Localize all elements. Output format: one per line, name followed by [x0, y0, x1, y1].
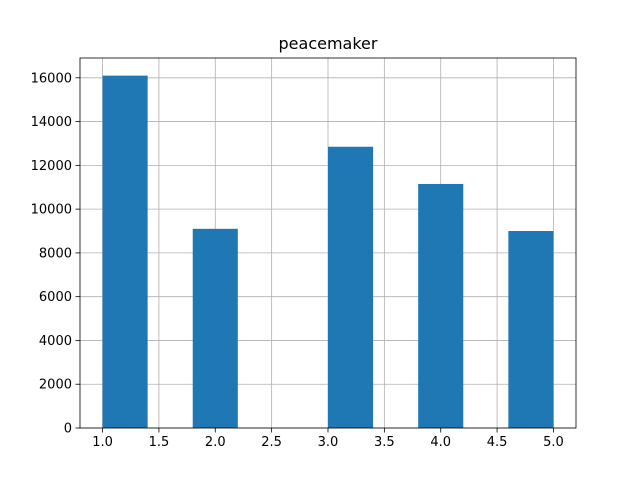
x-tick-label-8: 5.0 — [543, 435, 564, 450]
x-tick-label-5: 3.5 — [374, 435, 395, 450]
x-tick-label-3: 2.5 — [261, 435, 282, 450]
y-tick-label-8: 16000 — [31, 71, 72, 86]
x-tick-label-6: 4.0 — [430, 435, 451, 450]
histogram-bar-7 — [418, 183, 464, 428]
x-tick-label-4: 3.0 — [318, 435, 339, 450]
x-tick-label-1: 1.5 — [149, 435, 170, 450]
y-tick-label-4: 8000 — [39, 246, 72, 261]
histogram-bar-2 — [192, 228, 238, 428]
histogram-bar-5 — [328, 146, 374, 429]
x-tick-label-0: 1.0 — [92, 435, 113, 450]
chart-title: peacemaker — [279, 34, 378, 53]
y-tick-label-1: 2000 — [39, 378, 72, 393]
histogram-bar-9 — [508, 231, 554, 428]
y-tick-label-3: 6000 — [39, 290, 72, 305]
axes-layer: 1.0 1.5 2.0 2.5 3.0 3.5 4.0 4.5 5.0 0 2000 4000 6000… — [31, 57, 577, 450]
bars-layer — [102, 75, 554, 429]
x-tick-label-7: 4.5 — [487, 435, 508, 450]
y-tick-label-7: 14000 — [31, 115, 72, 130]
y-tick-label-2: 4000 — [39, 334, 72, 349]
y-tick-label-6: 12000 — [31, 159, 72, 174]
x-tick-label-2: 2.0 — [205, 435, 226, 450]
y-tick-label-5: 10000 — [31, 203, 72, 218]
y-tick-label-0: 0 — [64, 422, 72, 437]
histogram-bar-0 — [102, 75, 148, 428]
